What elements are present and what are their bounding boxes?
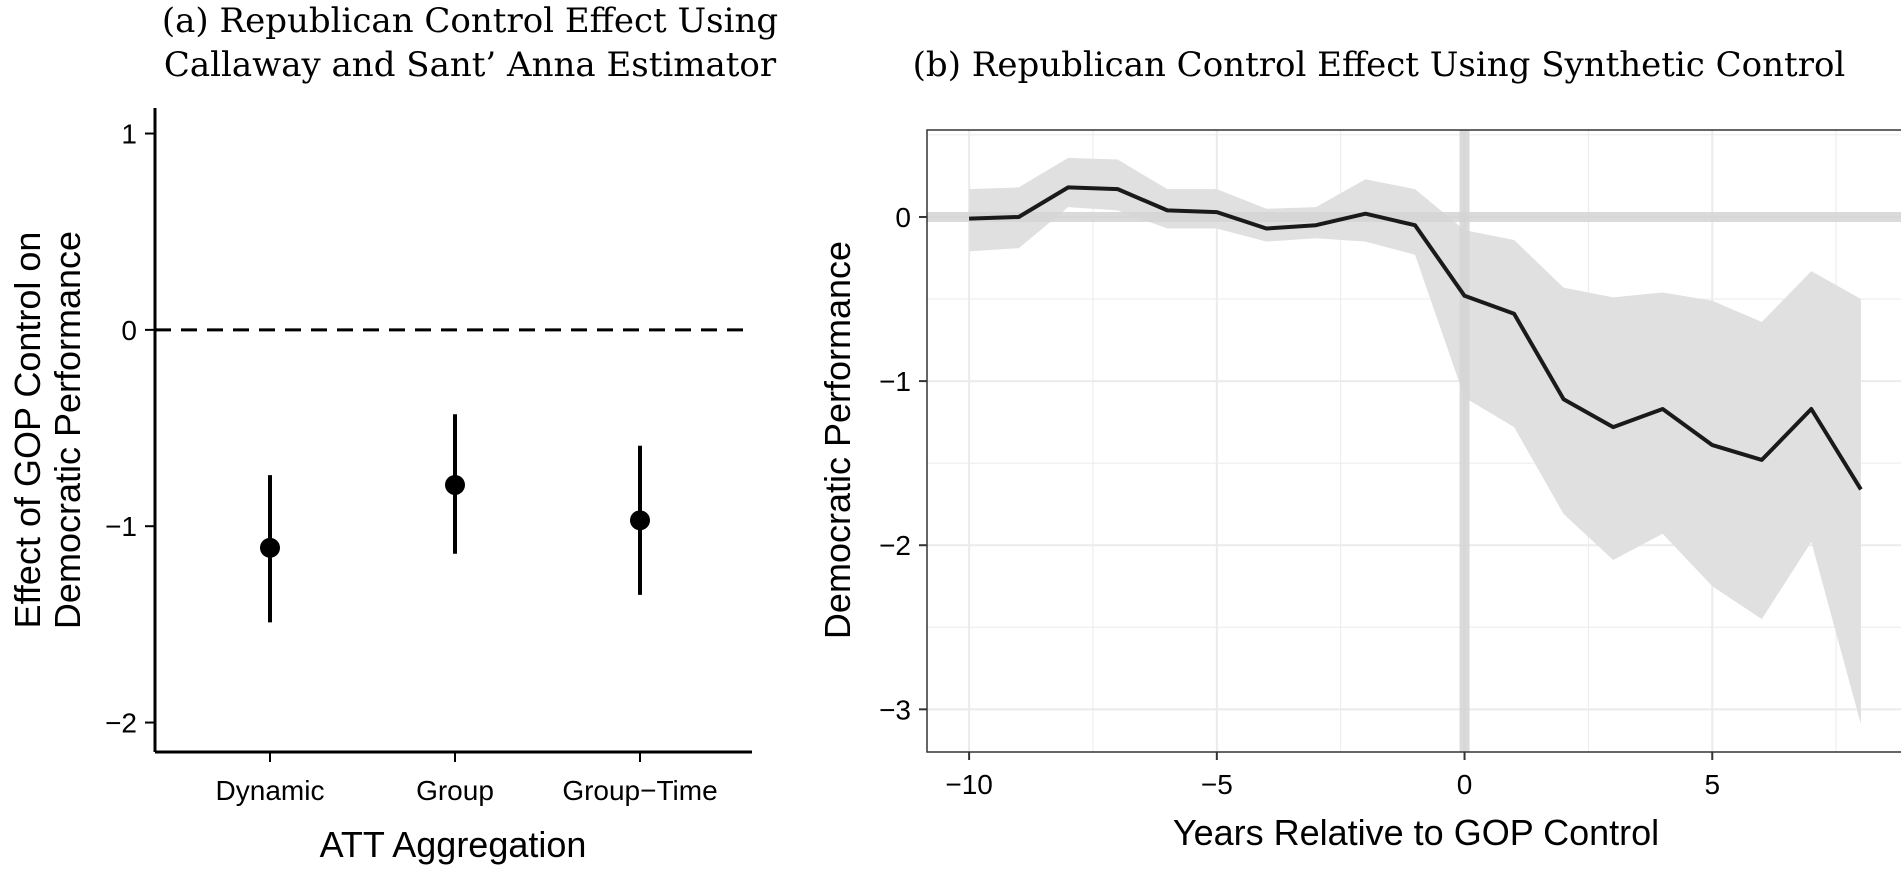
panel-b-x-tick-label: −5 bbox=[1201, 769, 1233, 800]
panel-b-y-tick-label: −3 bbox=[879, 694, 911, 725]
panel-b-y-tick-label: −1 bbox=[879, 366, 911, 397]
panel-a-att-aggregation: (a) Republican Control Effect Using Call… bbox=[7, 1, 778, 865]
panel-b-synthetic-control: (b) Republican Control Effect Using Synt… bbox=[817, 45, 1901, 853]
panel-a-point bbox=[630, 510, 650, 531]
panel-b-y-tick-label: 0 bbox=[895, 202, 911, 233]
panel-b-x-tick-label: 0 bbox=[1457, 769, 1473, 800]
panel-a-x-tick-label: Group bbox=[416, 775, 494, 806]
panel-a-point bbox=[260, 537, 280, 558]
panel-b-x-tick-label: −10 bbox=[945, 769, 993, 800]
panel-b-effect-line bbox=[969, 185, 1863, 491]
panel-b-vertical-reference-band bbox=[1459, 130, 1470, 752]
panel-b-plot-border bbox=[926, 129, 1901, 753]
panel-a-title-line-1: (a) Republican Control Effect Using bbox=[162, 1, 778, 41]
panel-a-title-line-2: Callaway and Sant’ Anna Estimator bbox=[164, 45, 777, 85]
panel-a-y-tick-label: 1 bbox=[121, 119, 137, 150]
panel-a-y-tick-label: 0 bbox=[121, 315, 137, 346]
panel-a-ylabel-line-1: Effect of GOP Control on bbox=[7, 232, 48, 629]
panel-a-ylabel-line-2: Democratic Performance bbox=[47, 231, 88, 629]
panel-b-confidence-band bbox=[969, 157, 1861, 725]
panel-a-x-tick-label: Dynamic bbox=[216, 775, 325, 806]
panel-a-y-tick-label: −1 bbox=[105, 511, 137, 542]
panel-b-x-tick-label: 5 bbox=[1704, 769, 1720, 800]
panel-b-title: (b) Republican Control Effect Using Synt… bbox=[913, 45, 1846, 85]
panel-a-point bbox=[445, 474, 465, 495]
panel-b-y-tick-label: −2 bbox=[879, 530, 911, 561]
panel-b-xlabel: Years Relative to GOP Control bbox=[1173, 812, 1659, 853]
panel-a-y-tick-label: −2 bbox=[105, 708, 137, 739]
panel-a-xlabel: ATT Aggregation bbox=[320, 824, 587, 865]
panel-b-horizontal-reference-band bbox=[927, 211, 1901, 222]
panel-b-ylabel: Democratic Performance bbox=[817, 241, 858, 639]
panel-a-x-tick-label: Group−Time bbox=[562, 775, 717, 806]
